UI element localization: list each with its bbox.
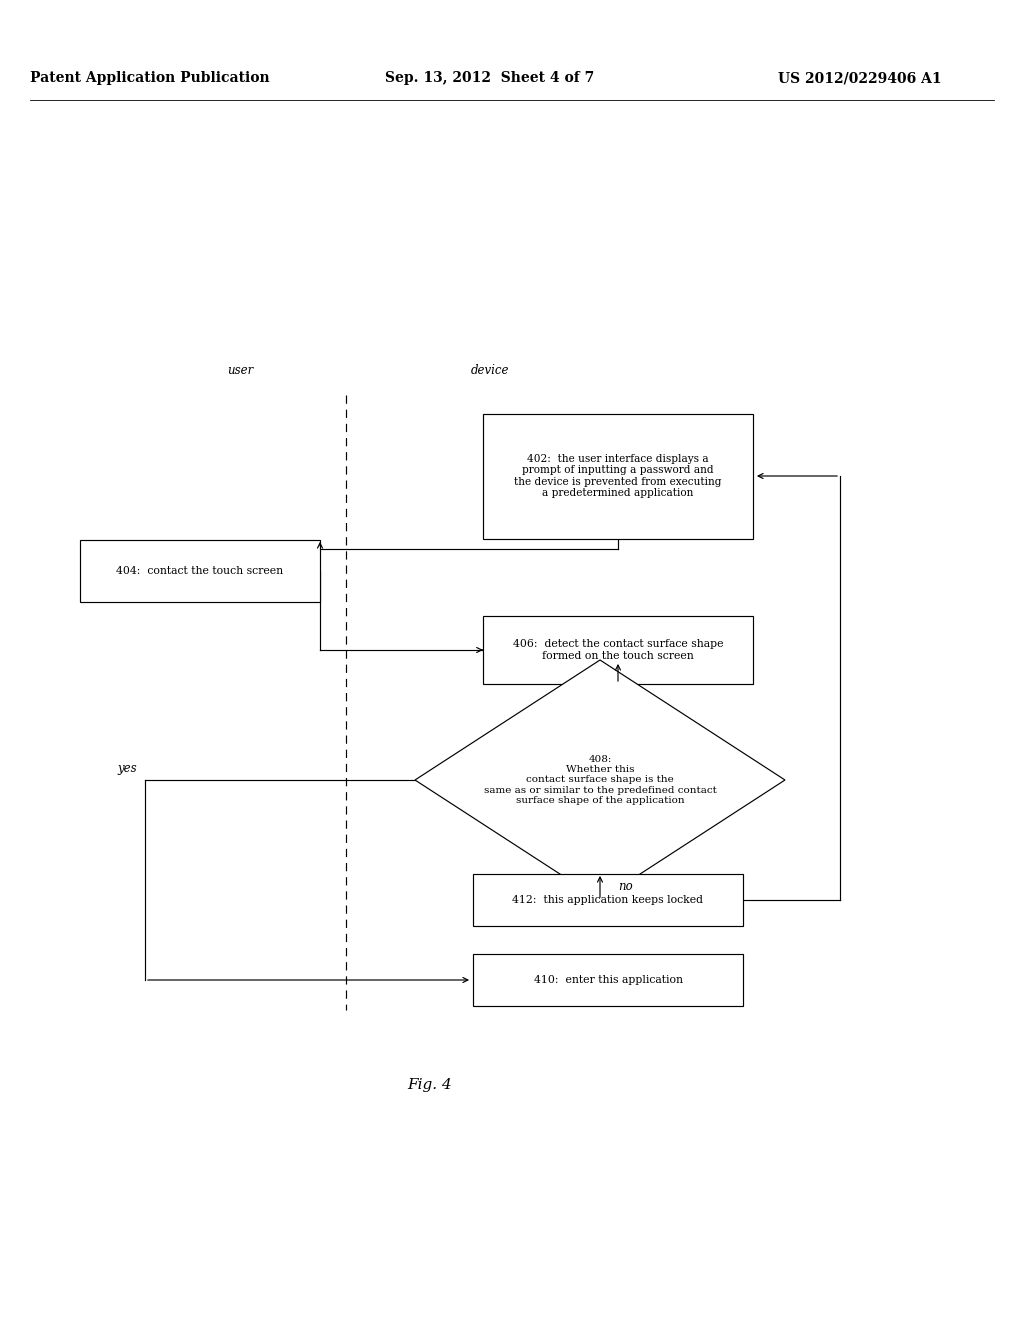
Text: device: device	[471, 363, 509, 376]
Text: 406:  detect the contact surface shape
formed on the touch screen: 406: detect the contact surface shape fo…	[513, 639, 723, 661]
Text: user: user	[227, 363, 253, 376]
Text: no: no	[618, 880, 633, 894]
Bar	[473, 954, 743, 1006]
Text: 402:  the user interface displays a
prompt of inputting a password and
the devic: 402: the user interface displays a promp…	[514, 454, 722, 499]
Bar	[483, 413, 753, 539]
Text: Sep. 13, 2012  Sheet 4 of 7: Sep. 13, 2012 Sheet 4 of 7	[385, 71, 595, 84]
Text: 404:  contact the touch screen: 404: contact the touch screen	[117, 566, 284, 576]
Text: Patent Application Publication: Patent Application Publication	[30, 71, 269, 84]
Text: 408:
Whether this
contact surface shape is the
same as or similar to the predefi: 408: Whether this contact surface shape …	[483, 755, 717, 805]
Text: Fig. 4: Fig. 4	[408, 1078, 453, 1092]
Text: yes: yes	[118, 762, 137, 775]
Bar	[80, 540, 319, 602]
Bar	[483, 616, 753, 684]
Polygon shape	[415, 660, 785, 900]
Text: 410:  enter this application: 410: enter this application	[534, 975, 683, 985]
Bar	[473, 874, 743, 927]
Text: 412:  this application keeps locked: 412: this application keeps locked	[512, 895, 703, 906]
Text: US 2012/0229406 A1: US 2012/0229406 A1	[778, 71, 942, 84]
